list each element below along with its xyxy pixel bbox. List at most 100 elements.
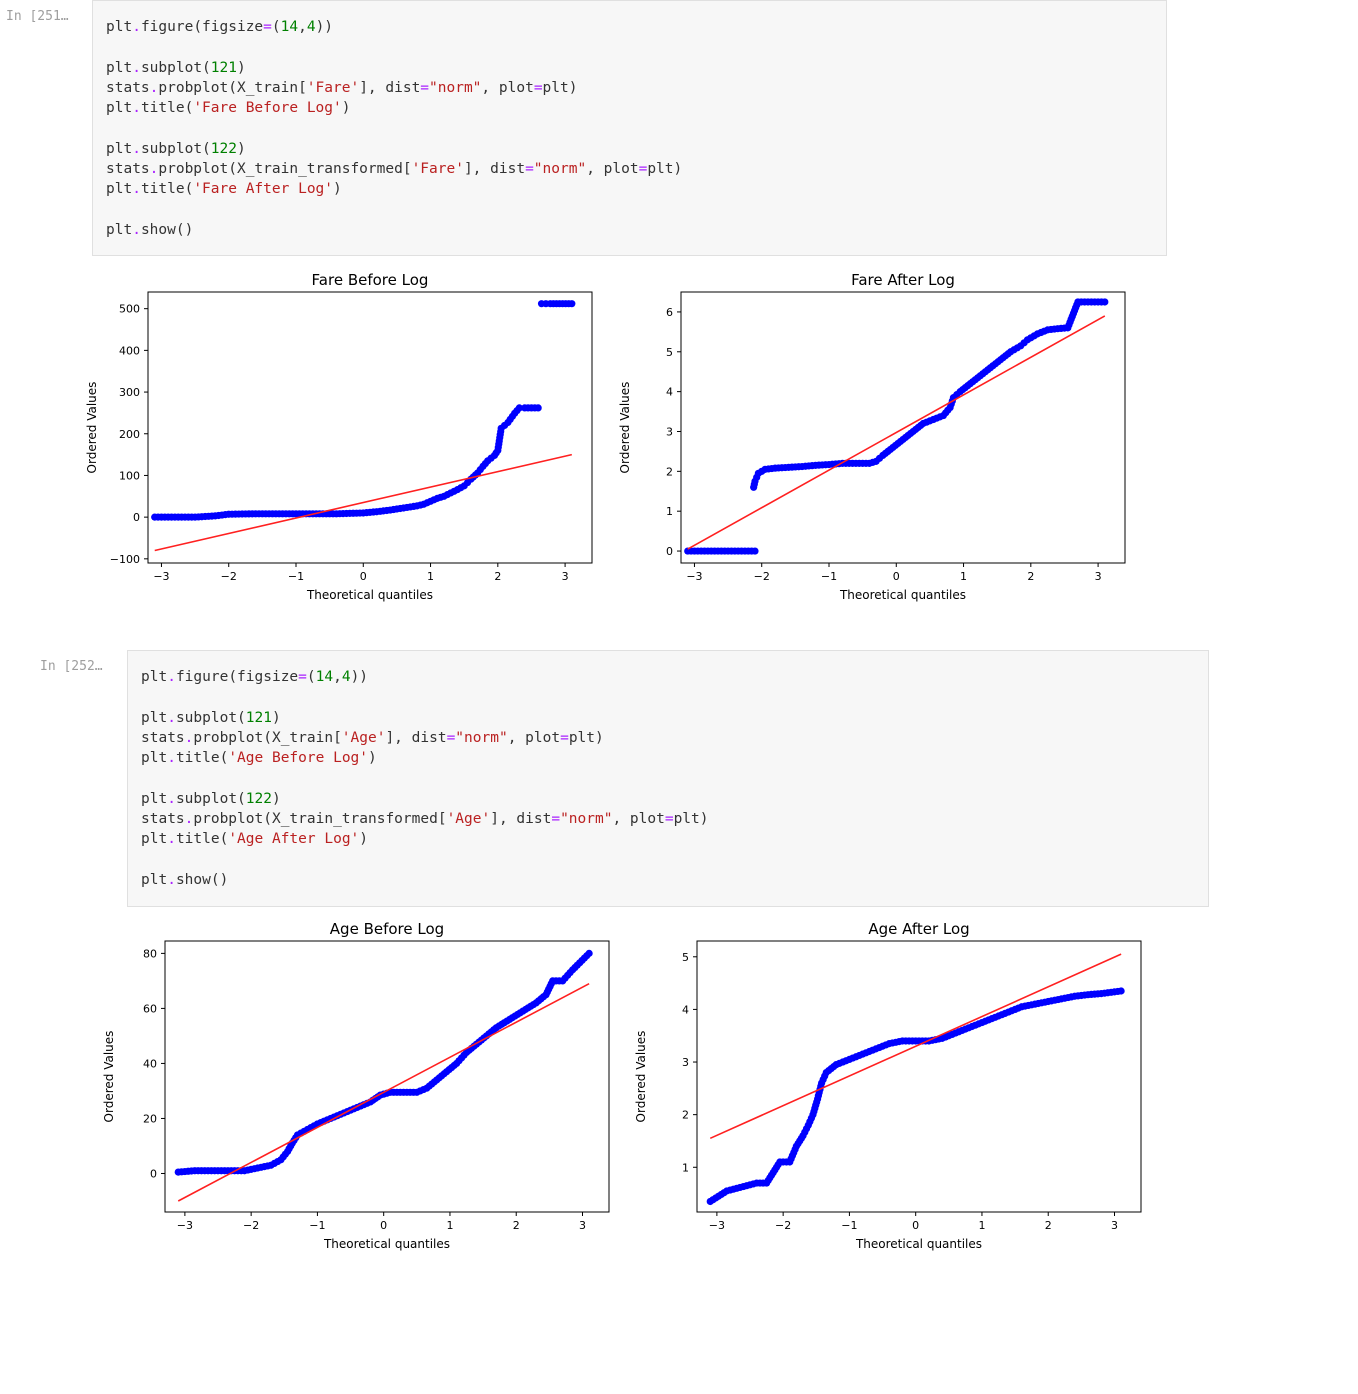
data-point xyxy=(958,1026,966,1035)
code-token: 4 xyxy=(306,19,316,35)
code-line: stats.probplot(X_train['Age'], dist="nor… xyxy=(141,728,604,748)
data-point xyxy=(1034,999,1042,1008)
data-point xyxy=(445,1066,453,1074)
x-tick-label: −1 xyxy=(309,1219,325,1232)
data-point xyxy=(872,1045,880,1053)
code-token: ) xyxy=(236,59,246,76)
y-tick-label: 400 xyxy=(119,344,140,357)
code-token: . xyxy=(167,872,176,888)
data-point xyxy=(814,1095,822,1103)
code-cell[interactable]: plt.figure(figsize=(14,4)) plt.subplot(12… xyxy=(92,0,1167,256)
data-point xyxy=(399,1088,408,1096)
data-point xyxy=(240,1167,249,1175)
code-token: "norm" xyxy=(429,79,482,96)
code-token: show() xyxy=(175,872,229,888)
qq-plot: Fare After Log −3 −2 −1 0 1 2 3 0 1 2 3 4 5 6 Theoretic… xyxy=(618,271,1126,602)
code-token: 4 xyxy=(341,669,351,685)
data-point xyxy=(214,1167,222,1175)
data-point xyxy=(908,1037,916,1045)
axes-frame xyxy=(164,940,610,1213)
data-point xyxy=(1071,992,1079,1000)
data-point xyxy=(717,1190,725,1199)
code-line: stats.probplot(X_train['Fare'], dist="no… xyxy=(106,78,577,98)
data-point xyxy=(984,1016,993,1024)
data-point xyxy=(425,1082,433,1090)
data-point xyxy=(443,1068,451,1076)
data-point xyxy=(237,1167,245,1175)
code-token: . xyxy=(149,161,159,178)
code-token: title( xyxy=(175,831,229,848)
data-point xyxy=(211,1167,219,1175)
chart-title: Fare After Log xyxy=(851,271,955,289)
code-line: plt.title('Age After Log') xyxy=(141,829,368,849)
data-point xyxy=(938,1034,946,1042)
code-token: 121 xyxy=(210,59,237,76)
data-point xyxy=(1011,1005,1019,1014)
data-point xyxy=(293,1131,302,1139)
data-point xyxy=(928,1036,936,1044)
data-point xyxy=(585,949,593,957)
data-point xyxy=(492,1024,500,1032)
data-point xyxy=(290,1136,298,1145)
data-point xyxy=(1021,1002,1029,1010)
data-point xyxy=(460,1051,468,1059)
code-cell[interactable]: plt.figure(figsize=(14,4)) plt.subplot(12… xyxy=(127,650,1209,907)
data-point xyxy=(527,1002,535,1010)
data-point xyxy=(201,1167,209,1175)
x-tick-label: 0 xyxy=(893,570,900,583)
y-axis-label: Ordered Values xyxy=(102,1031,116,1123)
data-point xyxy=(310,1122,318,1130)
data-point xyxy=(729,1185,738,1193)
data-point xyxy=(250,1165,259,1173)
cell-prompt: In [251… xyxy=(6,9,69,24)
data-point xyxy=(817,1079,826,1087)
code-token: figure(figsize xyxy=(175,669,299,685)
code-token: ) xyxy=(271,709,281,726)
data-point xyxy=(452,1059,461,1068)
data-point xyxy=(746,1181,754,1189)
data-point xyxy=(759,1179,767,1187)
code-token: = xyxy=(525,161,534,178)
data-point xyxy=(832,1061,840,1069)
y-tick-label: 5 xyxy=(682,951,689,964)
code-token: ) xyxy=(341,100,351,117)
data-point xyxy=(537,995,545,1003)
data-point xyxy=(330,1113,338,1121)
code-token: 122 xyxy=(210,140,237,157)
code-token: 'Age Before Log' xyxy=(228,750,369,767)
data-point xyxy=(184,1167,192,1175)
data-point xyxy=(835,1059,844,1067)
code-token: = xyxy=(446,729,456,746)
qq-plot: Age After Log −3 −2 −1 0 1 2 3 1 2 3 4 5 Theoretical … xyxy=(634,920,1142,1251)
code-token: "norm" xyxy=(455,729,508,746)
axes-frame xyxy=(680,291,1126,564)
y-tick-label: 0 xyxy=(133,511,140,524)
data-point xyxy=(739,1182,747,1191)
x-tick-label: −2 xyxy=(754,570,770,583)
data-point xyxy=(503,1017,511,1025)
data-point xyxy=(865,1047,873,1056)
x-tick-label: −3 xyxy=(153,570,169,583)
y-tick-label: 200 xyxy=(119,428,140,441)
y-tick-label: 500 xyxy=(119,303,140,316)
data-point xyxy=(482,1032,491,1040)
x-axis-label: Theoretical quantiles xyxy=(323,1237,450,1251)
axes-frame xyxy=(147,291,593,564)
data-point xyxy=(1107,988,1115,996)
code-token: subplot( xyxy=(140,59,211,76)
code-token: subplot( xyxy=(140,140,211,157)
code-token: ) xyxy=(236,140,246,157)
data-point xyxy=(578,956,586,965)
data-point xyxy=(1097,990,1105,998)
fit-line xyxy=(709,953,1122,1140)
code-line: plt.subplot(122) xyxy=(106,139,246,159)
data-point xyxy=(859,1050,867,1058)
data-point xyxy=(796,1137,804,1145)
data-point xyxy=(583,952,591,960)
x-tick-label: −2 xyxy=(775,1219,791,1232)
code-token: plt xyxy=(141,669,168,685)
y-tick-label: −100 xyxy=(110,553,140,566)
x-axis-label: Theoretical quantiles xyxy=(855,1237,982,1251)
code-token: plt xyxy=(106,59,133,76)
y-tick-label: 3 xyxy=(682,1056,689,1069)
